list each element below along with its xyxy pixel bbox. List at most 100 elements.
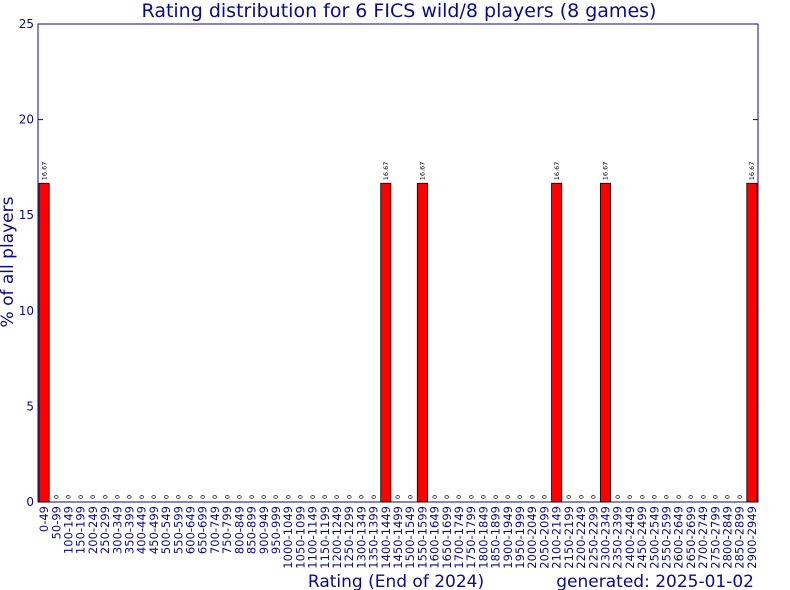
- data-label: 0: [345, 495, 353, 499]
- plot-area: 0 5 10 15 20 25 16.67 0-49 0 50-99 0 100-149 0 150-19…: [19, 17, 759, 569]
- bar: [599, 182, 611, 503]
- data-label: 0: [260, 495, 268, 499]
- data-label: 0: [333, 495, 341, 499]
- data-label: 0: [358, 495, 366, 499]
- data-label: 0: [650, 495, 658, 499]
- category-label: 200-249: [86, 506, 100, 554]
- category-label: 2150-2199: [562, 506, 576, 569]
- y-tick-label: 5: [26, 399, 34, 413]
- category-label: 2700-2749: [696, 506, 710, 569]
- data-label: 0: [736, 495, 744, 499]
- data-label: 0: [236, 495, 244, 499]
- data-label: 0: [321, 495, 329, 499]
- data-label: 0: [370, 495, 378, 499]
- data-label: 0: [711, 495, 719, 499]
- data-label: 0: [187, 495, 195, 499]
- category-label: 1400-1449: [379, 506, 393, 569]
- data-label: 0: [687, 495, 695, 499]
- data-label: 0: [272, 495, 280, 499]
- y-tick-label: 25: [19, 17, 34, 31]
- data-label: 0: [516, 495, 524, 499]
- data-label: 0: [406, 495, 414, 499]
- axes-frame: [37, 23, 759, 503]
- data-label: 0: [541, 495, 549, 499]
- category-label: 100-149: [62, 506, 76, 554]
- category-label: 1550-1599: [415, 506, 429, 569]
- category-label: 2050-2099: [537, 506, 551, 569]
- category-label: 850-899: [245, 506, 259, 554]
- y-axis-label: % of all players: [0, 196, 18, 327]
- data-label: 0: [443, 495, 451, 499]
- y-tick-label: 10: [19, 304, 34, 318]
- data-label: 16.67: [602, 162, 610, 181]
- category-label: 350-399: [123, 506, 137, 554]
- category-label: 800-849: [232, 506, 246, 554]
- data-label: 0: [626, 495, 634, 499]
- data-label: 0: [467, 495, 475, 499]
- category-label: 1300-1349: [354, 506, 368, 569]
- data-label: 0: [77, 495, 85, 499]
- data-label: 0: [480, 495, 488, 499]
- data-label: 0: [577, 495, 585, 499]
- y-tick-label: 0: [26, 495, 34, 509]
- data-label: 0: [638, 495, 646, 499]
- category-label: 2650-2699: [684, 506, 698, 569]
- data-label: 0: [162, 495, 170, 499]
- data-label: 16.67: [382, 162, 390, 181]
- data-label: 0: [614, 495, 622, 499]
- category-label: 0-49: [37, 506, 51, 532]
- category-label: 2300-2349: [598, 506, 612, 569]
- data-label: 0: [394, 495, 402, 499]
- data-label: 0: [223, 495, 231, 499]
- category-label: 1050-1099: [293, 506, 307, 569]
- data-label: 0: [528, 495, 536, 499]
- data-label: 0: [65, 495, 73, 499]
- data-label: 0: [199, 495, 207, 499]
- category-label: 700-749: [208, 506, 222, 554]
- category-label: 2750-2799: [708, 506, 722, 569]
- generated-date: generated: 2025-01-02: [556, 572, 754, 590]
- category-label: 1650-1699: [440, 506, 454, 569]
- category-label: 1900-1949: [501, 506, 515, 569]
- data-label: 0: [89, 495, 97, 499]
- category-label: 1250-1299: [342, 506, 356, 569]
- category-label: 50-99: [49, 506, 63, 539]
- data-label: 0: [724, 495, 732, 499]
- data-label: 0: [699, 495, 707, 499]
- x-axis-label: Rating (End of 2024): [308, 572, 484, 590]
- data-label: 0: [589, 495, 597, 499]
- data-label: 0: [504, 495, 512, 499]
- category-label: 2100-2149: [550, 506, 564, 569]
- data-label: 0: [248, 495, 256, 499]
- category-label: 2600-2649: [672, 506, 686, 569]
- category-label: 900-949: [257, 506, 271, 554]
- bar: [746, 182, 758, 503]
- data-label: 0: [53, 495, 61, 499]
- data-label: 0: [150, 495, 158, 499]
- bar: [416, 182, 428, 503]
- data-label: 16.67: [419, 162, 427, 181]
- category-label: 550-599: [171, 506, 185, 554]
- category-label: 1000-1049: [281, 506, 295, 569]
- category-label: 1700-1749: [452, 506, 466, 569]
- category-label: 2900-2949: [745, 506, 759, 569]
- category-label: 950-999: [269, 506, 283, 554]
- data-label: 0: [675, 495, 683, 499]
- category-label: 1600-1649: [428, 506, 442, 569]
- bar: [551, 182, 563, 503]
- category-label: 1800-1849: [476, 506, 490, 569]
- data-label: 0: [126, 495, 134, 499]
- category-label: 400-449: [135, 506, 149, 554]
- data-label: 0: [455, 495, 463, 499]
- category-label: 500-549: [159, 506, 173, 554]
- data-label: 16.67: [40, 162, 48, 181]
- data-label: 0: [114, 495, 122, 499]
- y-tick-label: 20: [19, 113, 34, 127]
- category-label: 1100-1149: [306, 506, 320, 569]
- category-label: 2850-2899: [733, 506, 747, 569]
- data-label: 0: [431, 495, 439, 499]
- data-label: 0: [492, 495, 500, 499]
- bar: [380, 182, 392, 503]
- category-label: 1950-1999: [513, 506, 527, 569]
